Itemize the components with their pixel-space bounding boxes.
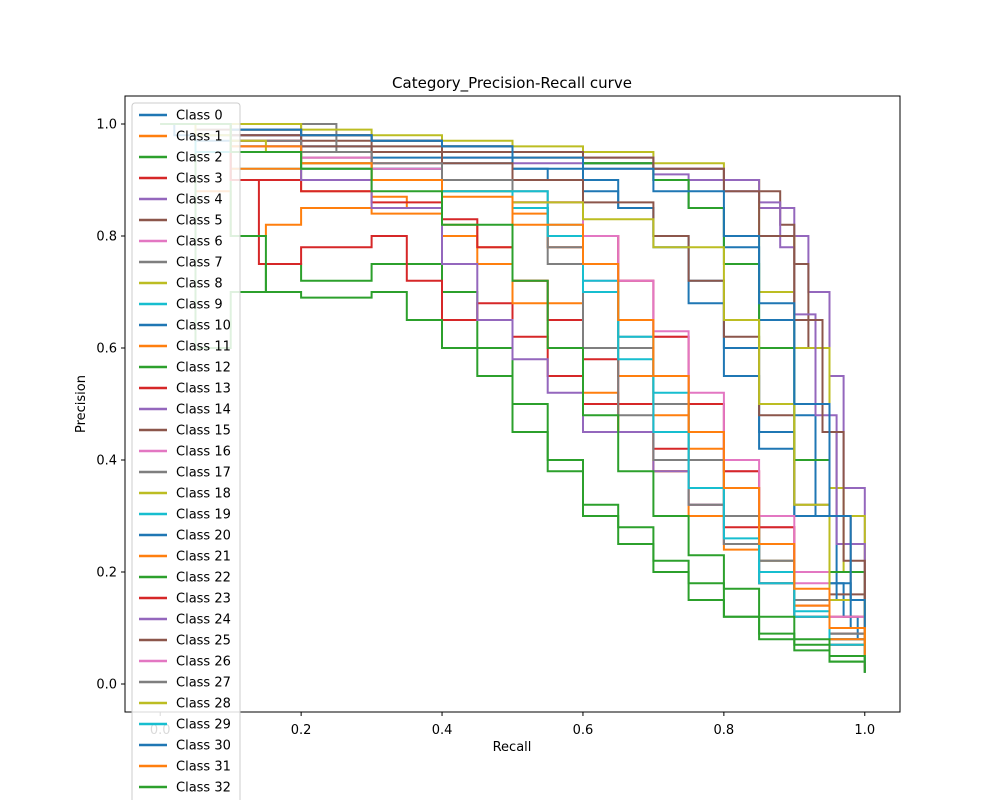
legend-label: Class 28 <box>176 697 231 712</box>
legend-label: Class 25 <box>176 634 231 649</box>
legend-label: Class 30 <box>176 739 231 754</box>
legend-label: Class 29 <box>176 718 231 733</box>
legend-label: Class 9 <box>176 298 223 313</box>
legend-box <box>131 102 241 800</box>
plot-lines <box>160 123 866 673</box>
legend-label: Class 20 <box>176 529 231 544</box>
legend-label: Class 19 <box>176 508 231 523</box>
series-line-class-12 <box>160 123 866 673</box>
legend-label: Class 10 <box>176 319 231 334</box>
legend-label: Class 15 <box>176 424 231 439</box>
legend-label: Class 3 <box>176 172 223 187</box>
legend-label: Class 14 <box>176 403 231 418</box>
y-axis-label: Precision <box>74 375 89 433</box>
legend-label: Class 17 <box>176 466 231 481</box>
series-line-class-18 <box>160 123 866 656</box>
x-tick-label: 0.6 <box>573 723 594 738</box>
x-tick-label: 0.2 <box>291 723 312 738</box>
y-tick-label: 0.8 <box>96 230 117 245</box>
x-tick-label: 0.4 <box>432 723 453 738</box>
legend-label: Class 12 <box>176 361 231 376</box>
legend-label: Class 21 <box>176 550 231 565</box>
legend-label: Class 0 <box>176 109 223 124</box>
legend-label: Class 2 <box>176 151 223 166</box>
legend-label: Class 18 <box>176 487 231 502</box>
legend-label: Class 11 <box>176 340 231 355</box>
legend-label: Class 32 <box>176 781 231 796</box>
y-tick-label: 1.0 <box>96 118 117 133</box>
axes-frame <box>124 95 901 713</box>
y-tick-label: 0.2 <box>96 566 117 581</box>
y-tick-label: 0.6 <box>96 342 117 357</box>
legend-label: Class 7 <box>176 256 223 271</box>
series-line-class-30 <box>160 123 866 628</box>
x-tick-label: 1.0 <box>854 723 875 738</box>
y-tick-label: 0.0 <box>96 678 117 693</box>
legend-label: Class 8 <box>176 277 223 292</box>
legend-label: Class 16 <box>176 445 231 460</box>
legend-label: Class 6 <box>176 235 223 250</box>
legend-label: Class 22 <box>176 571 231 586</box>
x-axis-label: Recall <box>493 740 532 755</box>
legend-label: Class 5 <box>176 214 223 229</box>
chart-title: Category_Precision-Recall curve <box>392 74 632 93</box>
y-axis-ticks: 0.0 0.2 0.4 0.6 0.8 1.0 <box>96 118 125 693</box>
y-tick-label: 0.4 <box>96 454 117 469</box>
legend-label: Class 27 <box>176 676 231 691</box>
series-line-class-32 <box>160 123 866 673</box>
legend-label: Class 1 <box>176 130 223 145</box>
legend-label: Class 26 <box>176 655 231 670</box>
x-tick-label: 0.8 <box>714 723 735 738</box>
legend-label: Class 24 <box>176 613 231 628</box>
legend-label: Class 23 <box>176 592 231 607</box>
legend-label: Class 31 <box>176 760 231 775</box>
legend-label: Class 4 <box>176 193 223 208</box>
series-line-class-31 <box>160 123 866 656</box>
legend: Class 0 Class 1 Class 2 Class 3 Class 4 Class… <box>131 102 241 800</box>
legend-label: Class 13 <box>176 382 231 397</box>
